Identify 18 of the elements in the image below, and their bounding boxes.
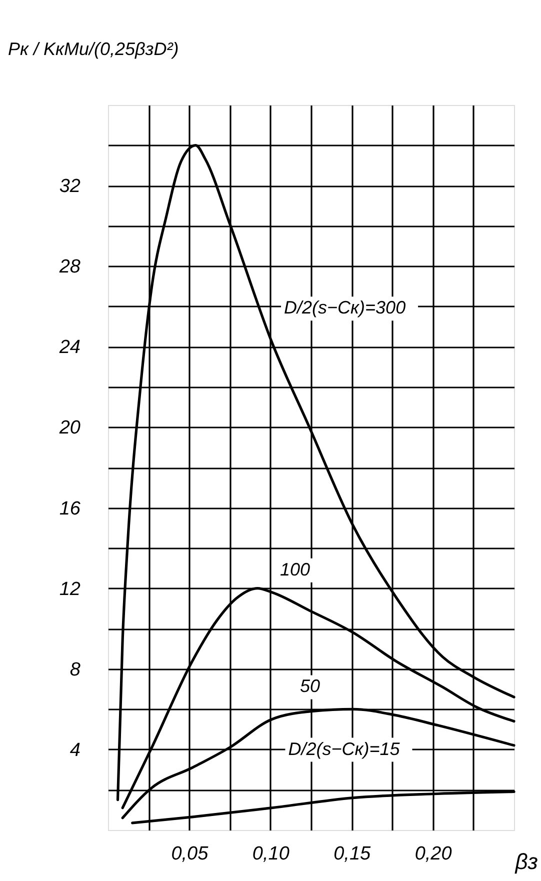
annotation: D/2(s−Cк)=300 xyxy=(284,298,406,318)
x-tick-label: 0,05 xyxy=(171,844,209,864)
y-tick-label: 16 xyxy=(59,498,81,520)
y-tick-label: 32 xyxy=(59,176,81,198)
y-axis-title: Pк / KкMи/(0,25βзD²) xyxy=(8,39,179,59)
y-tick-label: 12 xyxy=(59,578,81,600)
y-tick-label: 4 xyxy=(70,740,80,761)
x-axis-title: βз xyxy=(514,849,538,874)
annotation: 50 xyxy=(300,676,320,696)
y-tick-label: 8 xyxy=(70,659,81,680)
x-tick-label: 0,10 xyxy=(252,844,290,864)
y-tick-label: 28 xyxy=(58,256,81,278)
annotation: D/2(s−Cк)=15 xyxy=(288,738,401,759)
annotation: 100 xyxy=(280,559,310,580)
x-tick-label: 0,15 xyxy=(334,844,372,864)
x-tick-label: 0,20 xyxy=(414,844,452,864)
y-tick-label: 24 xyxy=(58,337,80,358)
y-tick-label: 20 xyxy=(58,418,81,439)
